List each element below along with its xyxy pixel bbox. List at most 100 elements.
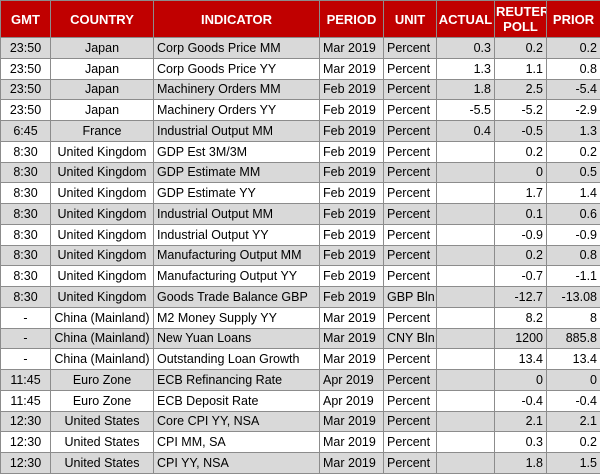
prior-cell: 13.4 xyxy=(546,348,600,370)
prior-cell: 1.4 xyxy=(546,182,600,204)
unit-cell: Percent xyxy=(383,431,437,453)
actual-cell xyxy=(436,203,495,225)
actual-cell xyxy=(436,327,495,350)
poll-cell: -0.4 xyxy=(494,389,547,412)
gmt-cell: 8:30 xyxy=(0,265,51,287)
indicator-cell: Core CPI YY, NSA xyxy=(153,410,320,433)
table-row: 8:30 United Kingdom GDP Est 3M/3M Feb 2019 P… xyxy=(0,140,600,163)
prior-cell: 0 xyxy=(546,369,600,391)
indicator-cell: Manufacturing Output MM xyxy=(153,244,320,267)
country-cell: United States xyxy=(50,452,154,474)
prior-cell: 0.5 xyxy=(546,161,600,184)
gmt-cell: 8:30 xyxy=(0,203,51,225)
header-row: GMT COUNTRY INDICATOR PERIOD UNIT ACTUAL REUTE… xyxy=(0,0,600,38)
gmt-cell: 12:30 xyxy=(0,452,51,474)
gmt-cell: - xyxy=(0,327,51,350)
period-cell: Feb 2019 xyxy=(319,286,384,308)
prior-cell: 0.2 xyxy=(546,140,600,163)
column-header: ACTUAL xyxy=(436,0,495,38)
indicator-cell: Machinery Orders YY xyxy=(153,99,320,121)
poll-cell: -12.7 xyxy=(494,286,547,308)
poll-cell: 0.2 xyxy=(494,244,547,267)
table-row: - China (Mainland) M2 Money Supply YY Mar 2… xyxy=(0,306,600,329)
table-row: 8:30 United Kingdom Manufacturing Output Y… xyxy=(0,265,600,287)
poll-cell: 1.1 xyxy=(494,57,547,80)
poll-cell: 8.2 xyxy=(494,306,547,329)
table-row: 8:30 United Kingdom Manufacturing Output M… xyxy=(0,244,600,267)
table-row: 11:45 Euro Zone ECB Refinancing Rate Apr 20… xyxy=(0,369,600,391)
period-cell: Mar 2019 xyxy=(319,431,384,453)
actual-cell xyxy=(436,410,495,433)
table-row: 23:50 Japan Corp Goods Price YY Mar 2019 Per… xyxy=(0,57,600,80)
country-cell: United Kingdom xyxy=(50,140,154,163)
table-row: 8:30 United Kingdom Goods Trade Balance GB… xyxy=(0,286,600,308)
prior-cell: -0.4 xyxy=(546,389,600,412)
gmt-cell: 23:50 xyxy=(0,78,51,101)
table-row: 6:45 France Industrial Output MM Feb 2019 Pe… xyxy=(0,120,600,142)
indicator-cell: New Yuan Loans xyxy=(153,327,320,350)
actual-cell xyxy=(436,223,495,246)
gmt-cell: 11:45 xyxy=(0,389,51,412)
indicator-cell: Corp Goods Price YY xyxy=(153,57,320,80)
actual-cell xyxy=(436,140,495,163)
country-cell: Japan xyxy=(50,57,154,80)
table-row: 23:50 Japan Machinery Orders MM Feb 2019 Per… xyxy=(0,78,600,101)
country-cell: United States xyxy=(50,410,154,433)
country-cell: United Kingdom xyxy=(50,265,154,287)
unit-cell: Percent xyxy=(383,57,437,80)
country-cell: Euro Zone xyxy=(50,369,154,391)
unit-cell: Percent xyxy=(383,182,437,204)
poll-cell: 0 xyxy=(494,161,547,184)
table-body: 23:50 Japan Corp Goods Price MM Mar 2019 Per… xyxy=(0,37,600,474)
unit-cell: Percent xyxy=(383,37,437,59)
table-row: 8:30 United Kingdom Industrial Output MM Fe… xyxy=(0,203,600,225)
period-cell: Feb 2019 xyxy=(319,78,384,101)
gmt-cell: 6:45 xyxy=(0,120,51,142)
period-cell: Mar 2019 xyxy=(319,37,384,59)
indicator-cell: Corp Goods Price MM xyxy=(153,37,320,59)
poll-cell: -0.9 xyxy=(494,223,547,246)
actual-cell xyxy=(436,369,495,391)
poll-cell: -0.7 xyxy=(494,265,547,287)
prior-cell: 0.2 xyxy=(546,431,600,453)
indicator-cell: GDP Estimate YY xyxy=(153,182,320,204)
column-header: UNIT xyxy=(383,0,437,38)
table-row: 23:50 Japan Machinery Orders YY Feb 2019 Per… xyxy=(0,99,600,121)
unit-cell: Percent xyxy=(383,140,437,163)
actual-cell xyxy=(436,348,495,370)
gmt-cell: 8:30 xyxy=(0,244,51,267)
poll-cell: 0.1 xyxy=(494,203,547,225)
table-row: 8:30 United Kingdom Industrial Output YY Fe… xyxy=(0,223,600,246)
prior-cell: 0.6 xyxy=(546,203,600,225)
country-cell: Japan xyxy=(50,78,154,101)
gmt-cell: 8:30 xyxy=(0,140,51,163)
actual-cell xyxy=(436,182,495,204)
period-cell: Feb 2019 xyxy=(319,223,384,246)
unit-cell: Percent xyxy=(383,78,437,101)
column-header: REUTERS POLL xyxy=(494,0,547,38)
country-cell: United Kingdom xyxy=(50,182,154,204)
unit-cell: Percent xyxy=(383,410,437,433)
poll-cell: 0.2 xyxy=(494,140,547,163)
unit-cell: Percent xyxy=(383,369,437,391)
poll-cell: 2.1 xyxy=(494,410,547,433)
actual-cell: 0.3 xyxy=(436,37,495,59)
unit-cell: Percent xyxy=(383,452,437,474)
poll-cell: 0 xyxy=(494,369,547,391)
prior-cell: -0.9 xyxy=(546,223,600,246)
country-cell: Japan xyxy=(50,99,154,121)
gmt-cell: 23:50 xyxy=(0,99,51,121)
poll-cell: -5.2 xyxy=(494,99,547,121)
column-header: COUNTRY xyxy=(50,0,154,38)
period-cell: Feb 2019 xyxy=(319,182,384,204)
period-cell: Feb 2019 xyxy=(319,244,384,267)
prior-cell: 0.8 xyxy=(546,244,600,267)
indicator-cell: CPI MM, SA xyxy=(153,431,320,453)
poll-cell: 0.3 xyxy=(494,431,547,453)
period-cell: Feb 2019 xyxy=(319,161,384,184)
table-row: - China (Mainland) Outstanding Loan Growth… xyxy=(0,348,600,370)
column-header: INDICATOR xyxy=(153,0,320,38)
actual-cell: -5.5 xyxy=(436,99,495,121)
gmt-cell: - xyxy=(0,348,51,370)
